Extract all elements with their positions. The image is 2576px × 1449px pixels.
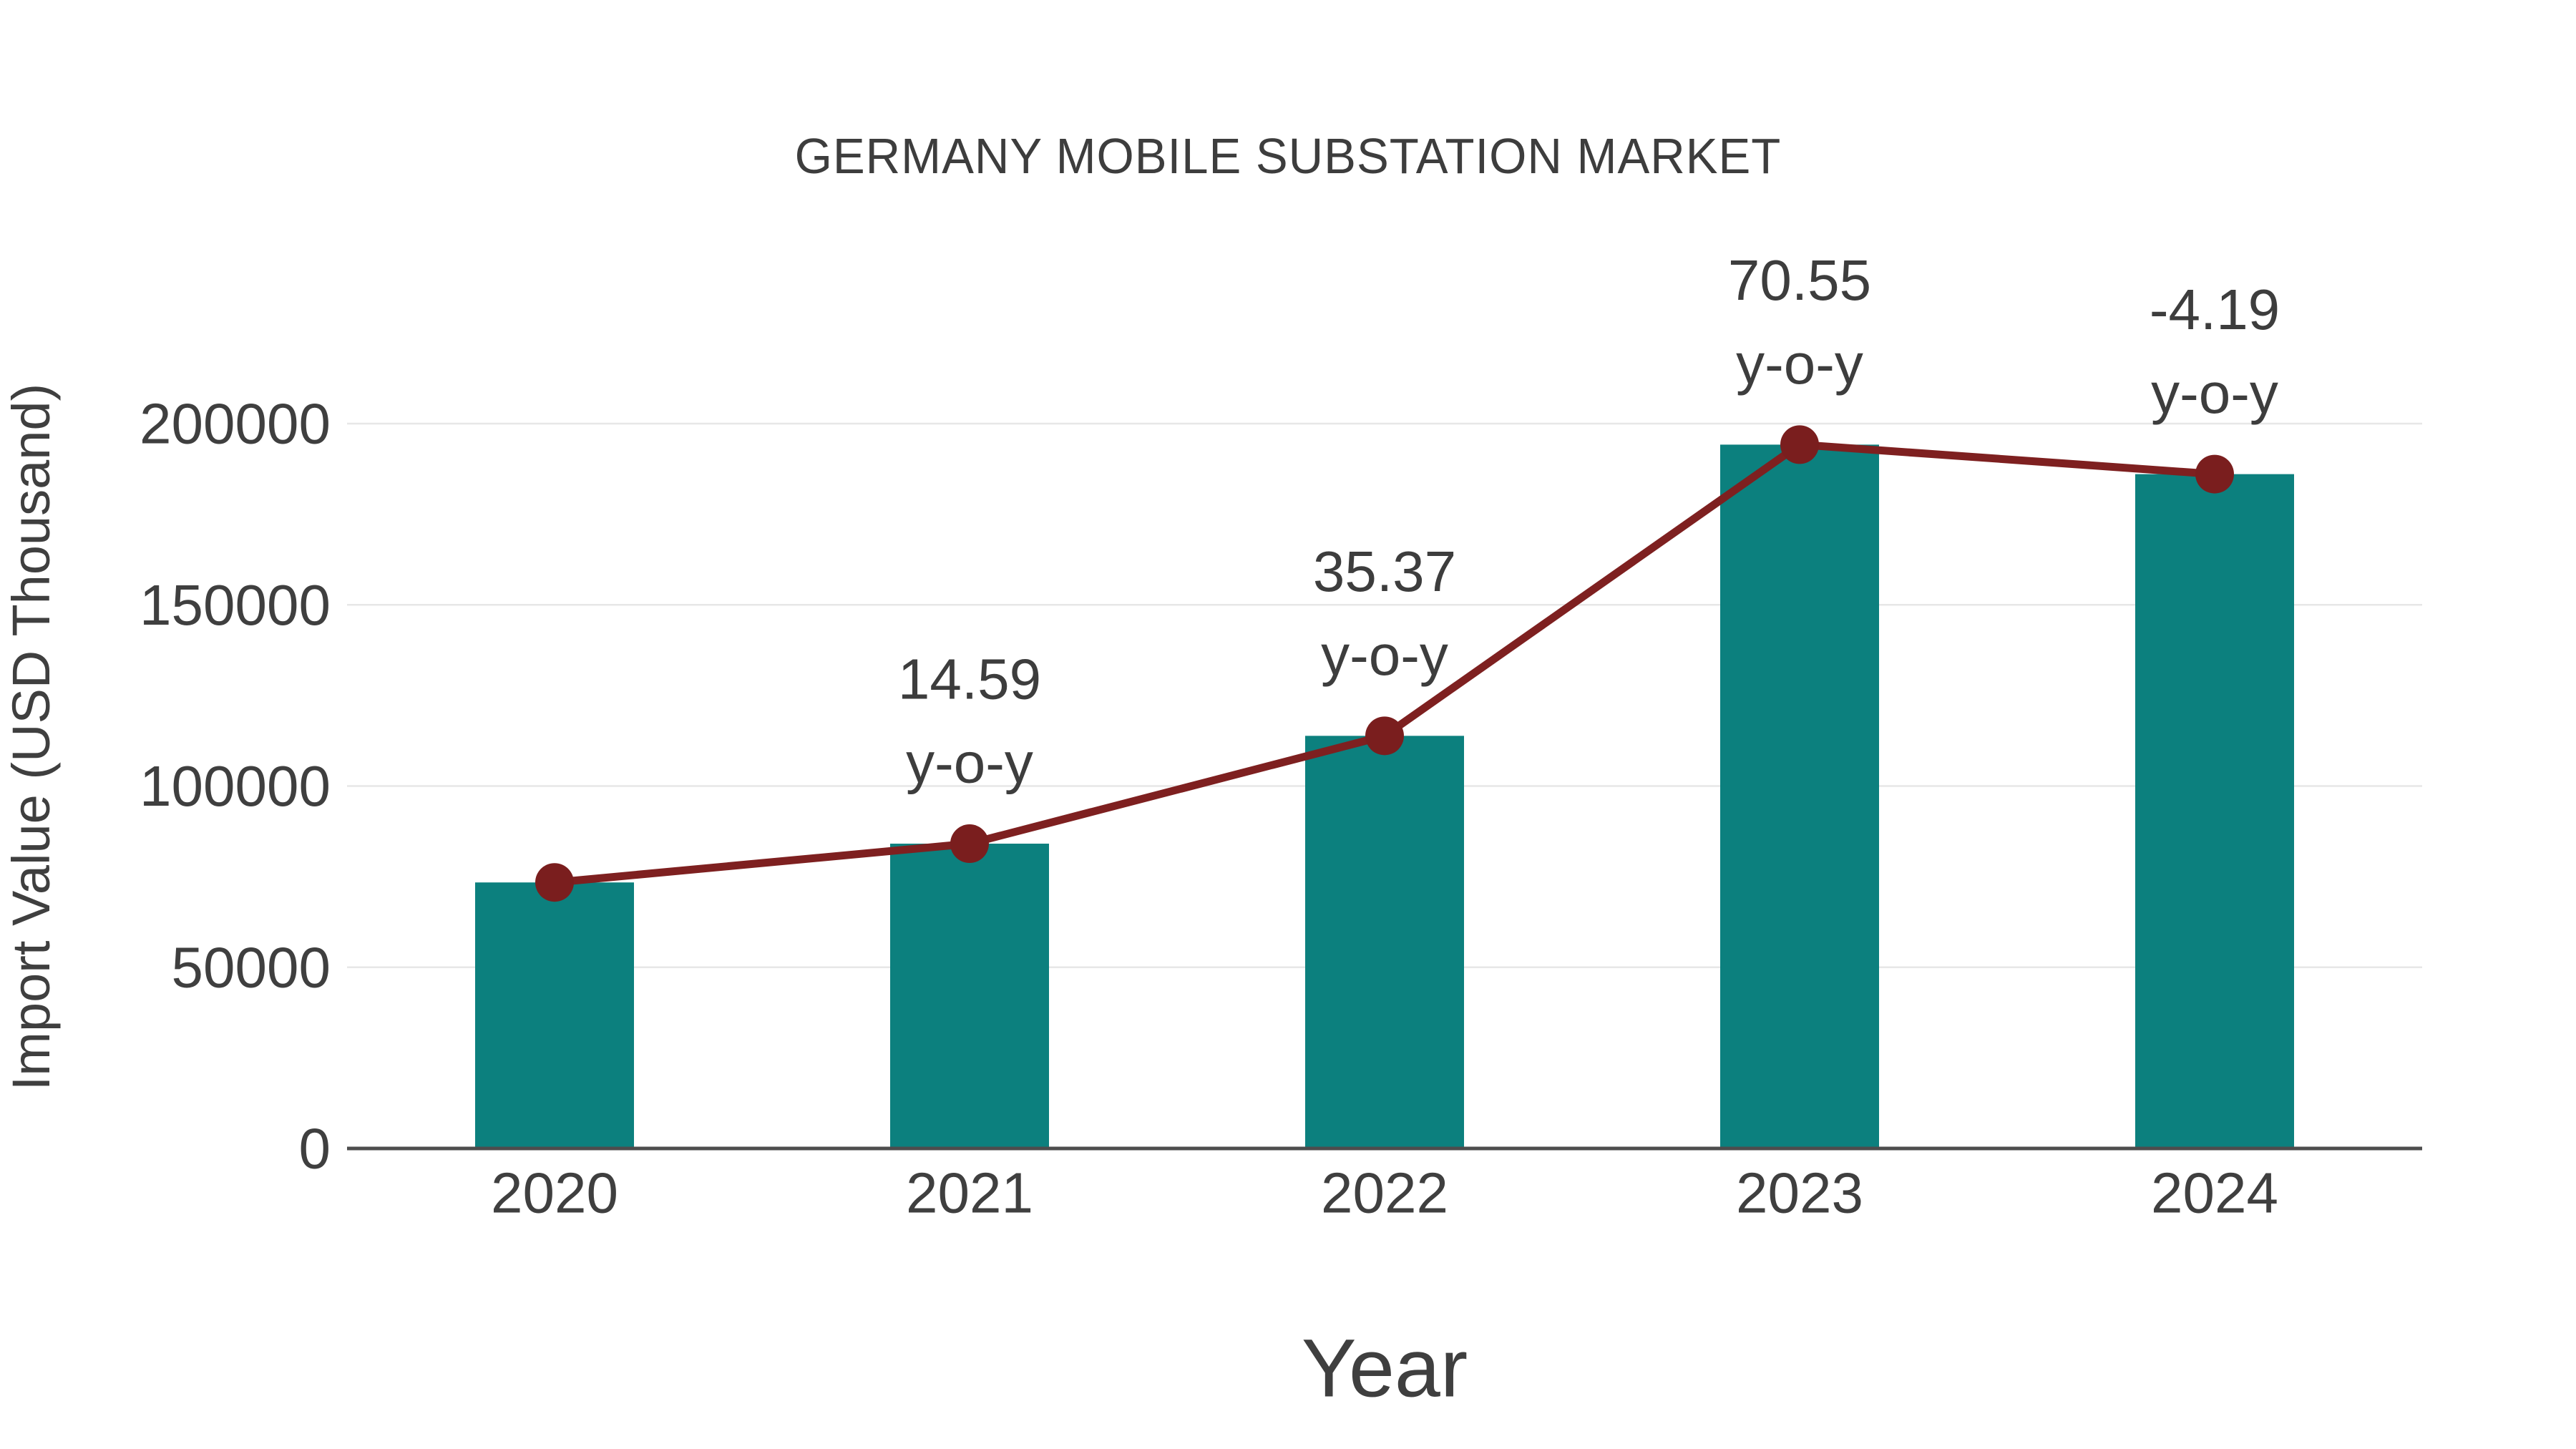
y-tick-label: 200000 bbox=[140, 392, 331, 456]
data-point-2023 bbox=[1780, 425, 1819, 464]
y-axis-title: Import Value (USD Thousand) bbox=[1, 383, 61, 1091]
x-tick-label: 2022 bbox=[1321, 1161, 1448, 1225]
y-tick-label: 50000 bbox=[172, 935, 331, 999]
yoy-annotation-label: y-o-y bbox=[1321, 623, 1448, 687]
x-tick-label: 2021 bbox=[906, 1161, 1033, 1225]
bar-2020 bbox=[475, 882, 634, 1148]
data-point-2022 bbox=[1365, 716, 1404, 756]
y-tick-label: 0 bbox=[299, 1117, 331, 1181]
y-tick-label: 100000 bbox=[140, 754, 331, 818]
bar-2021 bbox=[890, 844, 1049, 1148]
data-point-2021 bbox=[950, 824, 989, 864]
yoy-annotation-value: -4.19 bbox=[2150, 278, 2280, 341]
chart-title: GERMANY MOBILE SUBSTATION MARKET bbox=[794, 128, 1782, 184]
bar-2024 bbox=[2135, 474, 2294, 1148]
yoy-annotation-value: 70.55 bbox=[1728, 248, 1871, 312]
x-tick-label: 2020 bbox=[491, 1161, 618, 1225]
yoy-annotation-value: 14.59 bbox=[898, 648, 1041, 711]
bar-2023 bbox=[1720, 444, 1879, 1148]
y-tick-label: 150000 bbox=[140, 573, 331, 637]
yoy-annotation-label: y-o-y bbox=[906, 731, 1033, 795]
yoy-annotation-label: y-o-y bbox=[1736, 332, 1863, 396]
x-tick-label: 2023 bbox=[1736, 1161, 1863, 1225]
x-axis-title: Year bbox=[1301, 1322, 1468, 1415]
data-point-2024 bbox=[2195, 454, 2234, 494]
yoy-annotation-value: 35.37 bbox=[1313, 540, 1456, 603]
bar-2022 bbox=[1305, 736, 1464, 1148]
yoy-annotation-label: y-o-y bbox=[2151, 361, 2278, 425]
data-point-2020 bbox=[535, 863, 574, 902]
x-tick-label: 2024 bbox=[2151, 1161, 2278, 1225]
